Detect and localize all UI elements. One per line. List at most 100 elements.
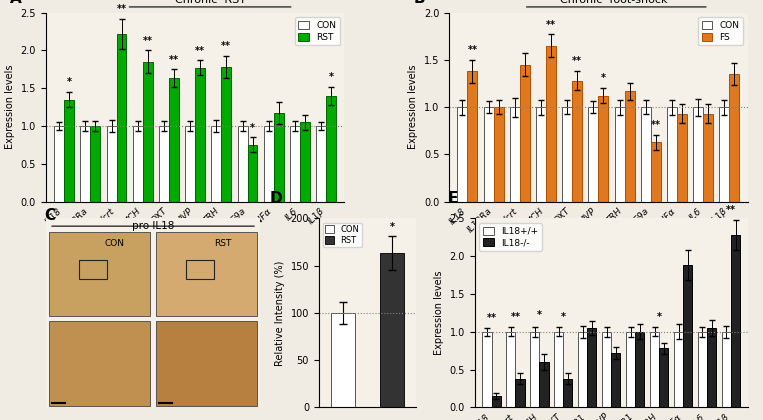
Bar <box>530 332 539 407</box>
Bar <box>722 332 731 407</box>
Bar <box>615 107 625 202</box>
Bar <box>588 107 598 202</box>
Bar <box>516 379 525 407</box>
Bar <box>49 232 150 316</box>
Bar <box>143 62 153 202</box>
Bar <box>588 328 597 407</box>
Text: D: D <box>270 191 282 206</box>
Bar <box>626 332 635 407</box>
Text: *: * <box>601 74 606 84</box>
Text: E: E <box>447 191 458 206</box>
Text: **: ** <box>169 55 179 65</box>
Bar <box>572 81 582 202</box>
Bar <box>274 113 284 202</box>
Bar <box>635 332 644 407</box>
Bar <box>539 362 549 407</box>
Bar <box>186 260 214 278</box>
Bar <box>602 332 611 407</box>
Bar <box>694 107 703 202</box>
Y-axis label: Expression levels: Expression levels <box>5 65 15 150</box>
Bar <box>211 126 221 202</box>
Bar <box>611 353 620 407</box>
Y-axis label: Relative Intensity (%): Relative Intensity (%) <box>275 260 285 365</box>
Text: Chronic  RST: Chronic RST <box>175 0 246 5</box>
Bar <box>484 107 494 202</box>
Text: B: B <box>414 0 425 6</box>
Text: **: ** <box>546 20 556 29</box>
Bar <box>64 100 74 202</box>
Bar <box>290 126 300 202</box>
Bar <box>703 114 713 202</box>
Bar <box>491 396 501 407</box>
Text: **: ** <box>726 205 736 215</box>
Y-axis label: Expression levels: Expression levels <box>434 270 444 355</box>
Text: *: * <box>537 310 542 320</box>
Text: A: A <box>10 0 21 6</box>
Bar <box>536 107 546 202</box>
Bar <box>117 34 127 202</box>
Bar <box>326 96 336 202</box>
Bar <box>729 74 739 202</box>
Bar <box>667 107 677 202</box>
Text: *: * <box>250 123 255 133</box>
Bar <box>510 107 520 202</box>
Bar <box>159 126 169 202</box>
Bar <box>156 321 257 406</box>
Bar <box>457 107 468 202</box>
Text: pro IL18: pro IL18 <box>132 221 174 231</box>
Bar <box>683 265 692 407</box>
Text: **: ** <box>143 36 153 46</box>
Bar <box>107 126 117 202</box>
Text: **: ** <box>510 312 520 322</box>
Bar <box>563 379 572 407</box>
Legend: CON, RST: CON, RST <box>295 17 340 45</box>
Text: **: ** <box>117 4 127 14</box>
Bar <box>494 107 504 202</box>
Bar <box>80 126 90 202</box>
Legend: CON, RST: CON, RST <box>323 223 362 247</box>
Bar <box>650 332 659 407</box>
Bar <box>562 107 572 202</box>
Bar <box>468 71 478 202</box>
Bar <box>221 67 231 202</box>
Bar <box>156 232 257 316</box>
Bar <box>195 68 205 202</box>
Text: *: * <box>66 77 72 87</box>
Bar <box>698 332 707 407</box>
Bar <box>185 126 195 202</box>
Legend: IL18+/+, IL18-/-: IL18+/+, IL18-/- <box>479 223 542 251</box>
Bar <box>247 145 257 202</box>
Text: **: ** <box>195 46 205 56</box>
Bar <box>79 260 107 278</box>
Bar <box>598 96 608 202</box>
Bar <box>651 142 661 202</box>
Text: RST: RST <box>214 239 231 248</box>
Bar <box>482 332 491 407</box>
Bar <box>237 126 247 202</box>
Bar <box>641 107 651 202</box>
Bar <box>674 332 683 407</box>
Bar <box>54 126 64 202</box>
Text: *: * <box>561 312 566 322</box>
Text: **: ** <box>651 120 661 130</box>
Bar <box>625 91 635 202</box>
Bar <box>300 122 310 202</box>
Bar <box>520 65 530 202</box>
Bar <box>331 313 356 407</box>
Bar <box>731 235 740 407</box>
Bar <box>49 321 150 406</box>
Bar <box>264 126 274 202</box>
Bar <box>677 114 687 202</box>
Text: *: * <box>329 72 333 82</box>
Text: **: ** <box>221 41 231 51</box>
Bar <box>133 126 143 202</box>
Text: **: ** <box>487 313 497 323</box>
Legend: CON, FS: CON, FS <box>698 17 743 45</box>
Bar <box>554 332 563 407</box>
Text: **: ** <box>468 45 478 55</box>
Bar <box>316 126 326 202</box>
Bar <box>578 332 588 407</box>
Bar <box>380 253 404 407</box>
Y-axis label: Expression levels: Expression levels <box>408 65 418 150</box>
Bar <box>720 107 729 202</box>
